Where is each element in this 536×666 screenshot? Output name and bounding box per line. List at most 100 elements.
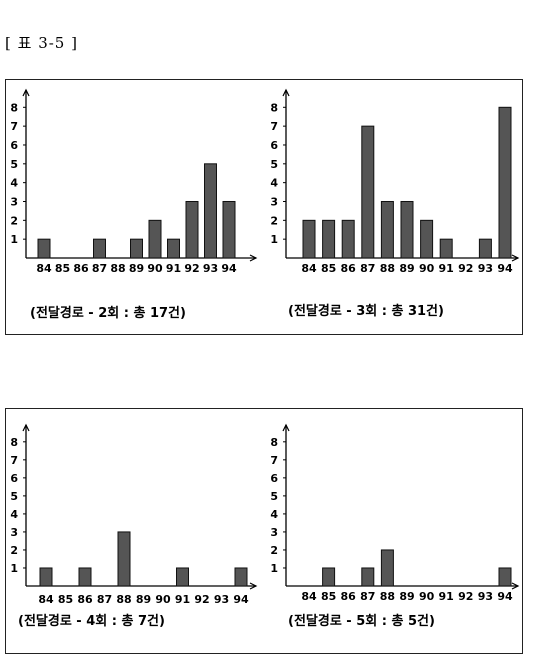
y-tick-label: 1 (10, 562, 18, 575)
x-tick-label: 93 (478, 262, 493, 275)
x-axis-arrow (249, 582, 258, 590)
y-tick-label: 6 (270, 139, 278, 152)
x-tick-label: 90 (419, 590, 435, 603)
x-tick-label: 88 (380, 590, 395, 603)
x-tick-label: 90 (147, 262, 163, 275)
x-tick-label: 84 (301, 590, 317, 603)
x-tick-label: 91 (166, 262, 181, 275)
x-tick-label: 89 (399, 262, 414, 275)
bar (176, 567, 189, 587)
chart-panel-top (5, 79, 523, 335)
bar (322, 567, 336, 587)
bar (222, 200, 236, 259)
bar (420, 219, 434, 259)
y-tick-label: 7 (270, 120, 278, 133)
x-tick-label: 90 (419, 262, 435, 275)
x-tick-label: 85 (55, 262, 70, 275)
y-axis-arrow (282, 423, 290, 432)
x-tick-label: 89 (136, 593, 151, 606)
y-tick-label: 7 (10, 120, 18, 133)
bar (167, 238, 180, 259)
y-tick-label: 1 (270, 233, 278, 246)
y-axis-arrow (282, 88, 290, 97)
x-tick-label: 88 (116, 593, 131, 606)
y-tick-label: 7 (270, 454, 278, 467)
x-tick-label: 87 (360, 590, 375, 603)
y-tick-label: 3 (270, 195, 278, 208)
y-tick-label: 4 (10, 177, 18, 190)
bar (400, 200, 414, 259)
y-tick-label: 3 (10, 526, 18, 539)
x-tick-label: 92 (184, 262, 199, 275)
chart-caption: (전달경로 - 3회 : 총 31건) (288, 303, 444, 319)
x-tick-label: 88 (380, 262, 395, 275)
x-tick-label: 92 (458, 590, 473, 603)
bar (302, 219, 316, 259)
bar (439, 238, 453, 259)
x-tick-label: 93 (478, 590, 493, 603)
y-tick-label: 8 (270, 101, 278, 114)
x-tick-label: 93 (214, 593, 229, 606)
x-tick-label: 86 (341, 590, 357, 603)
x-tick-label: 85 (321, 262, 336, 275)
x-axis-arrow (511, 582, 520, 590)
y-tick-label: 2 (10, 544, 18, 557)
x-tick-label: 88 (110, 262, 125, 275)
y-tick-label: 3 (270, 526, 278, 539)
y-tick-label: 8 (10, 436, 18, 449)
bar (39, 567, 53, 587)
bar (498, 106, 512, 259)
y-tick-label: 4 (270, 177, 278, 190)
y-tick-label: 1 (270, 562, 278, 575)
x-axis-arrow (249, 254, 258, 262)
bar (78, 567, 92, 587)
chart-caption: (전달경로 - 5회 : 총 5건) (288, 613, 435, 629)
bar (478, 238, 492, 259)
y-tick-label: 6 (10, 472, 18, 485)
table-label: [ 표 3-5 ] (5, 34, 78, 52)
x-tick-label: 84 (301, 262, 317, 275)
y-tick-label: 2 (270, 544, 278, 557)
x-tick-label: 94 (497, 262, 513, 275)
x-tick-label: 91 (439, 262, 454, 275)
x-tick-label: 93 (203, 262, 218, 275)
bar (322, 219, 336, 259)
bar (234, 567, 248, 587)
x-tick-label: 92 (458, 262, 473, 275)
y-tick-label: 5 (10, 490, 18, 503)
bar (498, 567, 512, 587)
y-axis-arrow (22, 88, 30, 97)
x-tick-label: 89 (129, 262, 144, 275)
x-axis-arrow (511, 254, 520, 262)
y-tick-label: 8 (270, 436, 278, 449)
x-tick-label: 84 (38, 593, 54, 606)
x-tick-label: 84 (36, 262, 52, 275)
bar (117, 531, 131, 587)
bar (341, 219, 355, 259)
bar (93, 238, 106, 259)
bar (361, 125, 375, 259)
x-tick-label: 92 (194, 593, 209, 606)
y-tick-label: 1 (10, 233, 18, 246)
x-tick-label: 90 (155, 593, 171, 606)
y-tick-label: 6 (270, 472, 278, 485)
x-tick-label: 94 (221, 262, 237, 275)
x-tick-label: 91 (439, 590, 454, 603)
bar (185, 200, 199, 259)
y-tick-label: 4 (270, 508, 278, 521)
x-tick-label: 87 (92, 262, 107, 275)
y-tick-label: 5 (270, 158, 278, 171)
y-tick-label: 2 (270, 214, 278, 227)
y-tick-label: 5 (270, 490, 278, 503)
y-tick-label: 6 (10, 139, 18, 152)
x-tick-label: 85 (321, 590, 336, 603)
bar (361, 567, 375, 587)
x-tick-label: 86 (77, 593, 93, 606)
bar (380, 549, 394, 587)
x-tick-label: 87 (360, 262, 375, 275)
bar (130, 238, 143, 259)
bar (204, 163, 217, 259)
y-tick-label: 5 (10, 158, 18, 171)
x-tick-label: 91 (175, 593, 190, 606)
